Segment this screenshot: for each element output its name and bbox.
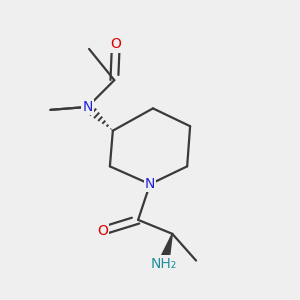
Text: NH₂: NH₂	[150, 256, 176, 271]
Text: N: N	[145, 177, 155, 191]
Text: O: O	[97, 224, 108, 238]
Text: N: N	[82, 100, 93, 114]
Polygon shape	[158, 234, 172, 265]
Text: O: O	[110, 38, 121, 52]
